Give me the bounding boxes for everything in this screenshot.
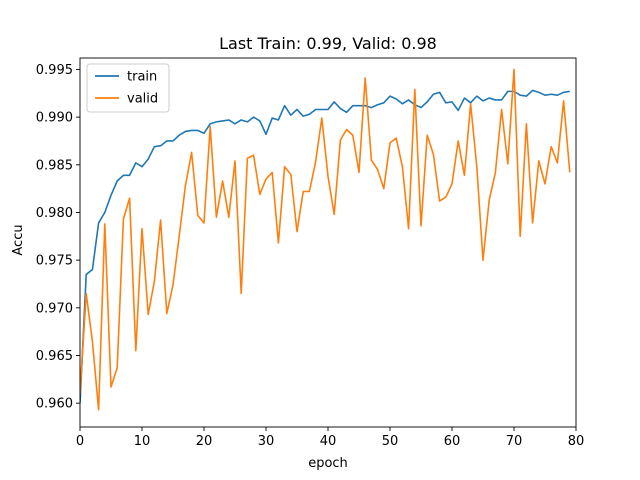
x-axis-label: epoch (308, 456, 348, 471)
y-tick-label: 0.975 (36, 254, 73, 269)
chart-title: Last Train: 0.99, Valid: 0.98 (219, 34, 437, 53)
x-tick-label: 40 (320, 434, 337, 449)
legend: train valid (86, 63, 170, 113)
x-tick-label: 80 (568, 434, 585, 449)
x-tick-label: 60 (444, 434, 461, 449)
y-tick-label: 0.965 (36, 349, 73, 364)
y-tick-label: 0.980 (36, 206, 73, 221)
y-axis: 0.960 0.965 0.970 0.975 0.980 0.985 0.990 0.995 (36, 63, 80, 412)
y-tick-label: 0.995 (36, 63, 73, 78)
legend-label-valid: valid (127, 92, 158, 107)
legend-label-train: train (127, 70, 157, 85)
series-line-train (80, 89, 570, 404)
x-tick-label: 50 (382, 434, 399, 449)
x-tick-label: 10 (134, 434, 151, 449)
y-tick-label: 0.960 (36, 397, 73, 412)
y-tick-label: 0.990 (36, 111, 73, 126)
x-tick-label: 30 (258, 434, 275, 449)
x-axis: 0 10 20 30 40 50 60 70 80 (76, 427, 584, 449)
x-tick-label: 0 (76, 434, 84, 449)
y-tick-label: 0.985 (36, 158, 73, 173)
series-line-valid (80, 68, 571, 411)
x-tick-label: 70 (506, 434, 523, 449)
x-tick-label: 20 (196, 434, 213, 449)
y-tick-label: 0.970 (36, 301, 73, 316)
y-axis-label: Accu (11, 224, 26, 255)
